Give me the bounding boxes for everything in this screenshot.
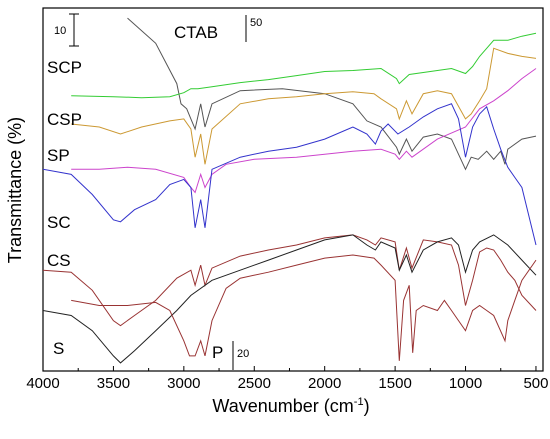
scale-bar-10: 10 xyxy=(54,13,79,47)
x-tick-label: 1000 xyxy=(449,375,482,392)
scale-bar-50: 50 xyxy=(245,15,262,42)
series-line-scp xyxy=(71,32,537,99)
curve-label-ctab: CTAB xyxy=(174,23,218,42)
scale-bar-10-label: 10 xyxy=(54,25,66,37)
plot-frame xyxy=(42,7,544,372)
series-line-sp xyxy=(71,68,537,194)
curve-label-s: S xyxy=(53,339,64,358)
series-line-ctab xyxy=(127,17,537,171)
x-tick-label: 500 xyxy=(523,375,548,392)
curve-label-sc: SC xyxy=(47,213,71,232)
series-line-p xyxy=(71,254,537,361)
scale-bar-50-label: 50 xyxy=(250,17,262,29)
x-tick-label: 2000 xyxy=(308,375,341,392)
x-axis-title: Wavenumber (cm-1) xyxy=(212,396,369,416)
x-tick-label: 3000 xyxy=(167,375,200,392)
scale-bar-20-label: 20 xyxy=(237,348,249,360)
x-tick-label: 3500 xyxy=(97,375,130,392)
series-layer xyxy=(43,17,537,364)
y-axis-title: Transmittance (%) xyxy=(5,117,25,263)
series-line-sc xyxy=(43,103,537,246)
series-line-s xyxy=(43,234,537,364)
scale-bar-20: 20 xyxy=(232,341,249,370)
x-tick-label: 4000 xyxy=(26,375,59,392)
curve-label-p: P xyxy=(212,343,223,362)
curve-label-sp: SP xyxy=(47,146,70,165)
curve-label-csp: CSP xyxy=(47,110,82,129)
curve-label-scp: SCP xyxy=(47,58,82,77)
x-tick-label: 1500 xyxy=(378,375,411,392)
plot-area xyxy=(43,17,537,364)
series-line-cs xyxy=(43,234,537,327)
series-line-csp xyxy=(71,47,537,165)
curve-label-cs: CS xyxy=(47,251,71,270)
x-tick-label: 2500 xyxy=(238,375,271,392)
x-axis-ticks: 4000 3500 3000 2500 2000 1500 1000 500 xyxy=(26,366,548,392)
